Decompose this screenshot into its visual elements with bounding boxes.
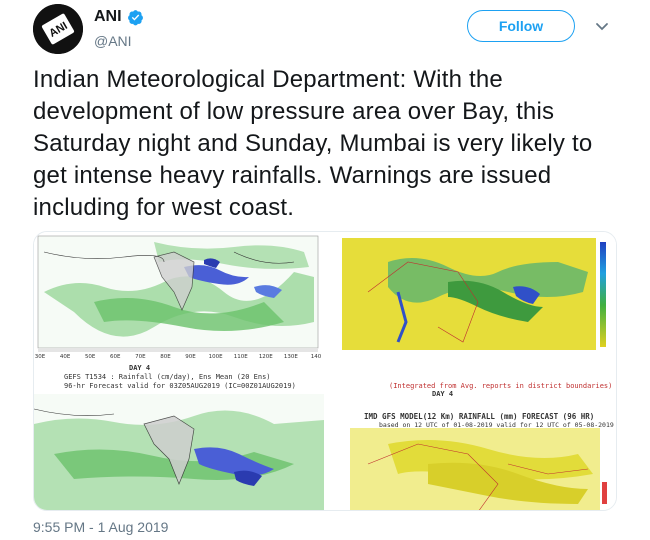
author-name[interactable]: ANI [94, 8, 122, 25]
map-x-tick-label: 70E [135, 354, 146, 360]
media-image-imd-gfs-forecast[interactable] [328, 404, 616, 510]
map-x-tick-label: 50E [85, 354, 96, 360]
media-image-gefs-map-bottom[interactable] [34, 394, 324, 510]
left-caption-day: DAY 4 [129, 364, 151, 372]
map-x-tick-label: 120E [259, 354, 273, 360]
map-x-tick-label: 60E [110, 354, 121, 360]
media-image-imd-map-top[interactable] [328, 232, 616, 362]
map-x-tick-label: 110E [234, 354, 248, 360]
right-caption-day: DAY 4 [432, 390, 454, 398]
author-name-row[interactable]: ANI [94, 8, 144, 26]
map-x-tick-label: 30E [35, 354, 46, 360]
tweet-media[interactable]: 30E 40E 50E 60E 70E 80E 90E 100E 110E 120E 130E 140… [33, 231, 617, 511]
follow-button[interactable]: Follow [467, 10, 575, 42]
map-x-tick-label: 100E [209, 354, 223, 360]
left-caption-line1: GEFS T1534 : Rainfall (cm/day), Ens Mean… [64, 373, 271, 381]
right-bottom-title: IMD GFS MODEL(12 Km) RAINFALL (mm) FOREC… [364, 412, 595, 421]
media-image-gefs-map-top[interactable]: 30E 40E 50E 60E 70E 80E 90E 100E 110E 120E 130E 140 [34, 232, 324, 362]
map-x-tick-label: 130E [284, 354, 298, 360]
chevron-down-icon[interactable] [594, 18, 610, 34]
map-x-tick-label: 80E [160, 354, 171, 360]
tweet-text: Indian Meteorological Department: With t… [33, 66, 593, 221]
right-bottom-subtitle: based on 12 UTC of 01-08-2019 valid for … [379, 421, 614, 429]
map-x-tick-label: 90E [185, 354, 196, 360]
map-x-tick-label: 40E [60, 354, 71, 360]
tweet-timestamp[interactable]: 9:55 PM - 1 Aug 2019 [33, 519, 169, 535]
author-handle[interactable]: @ANI [94, 33, 132, 49]
left-caption-line2: 96-hr Forecast valid for 03Z05AUG2019 (I… [64, 382, 296, 390]
verified-badge-icon [127, 9, 143, 25]
map-x-tick-label: 140 [311, 354, 322, 360]
right-caption-note: (Integrated from Avg. reports in distric… [389, 382, 613, 390]
media-divider-vertical [325, 232, 327, 510]
avatar[interactable]: ANI [33, 4, 83, 54]
